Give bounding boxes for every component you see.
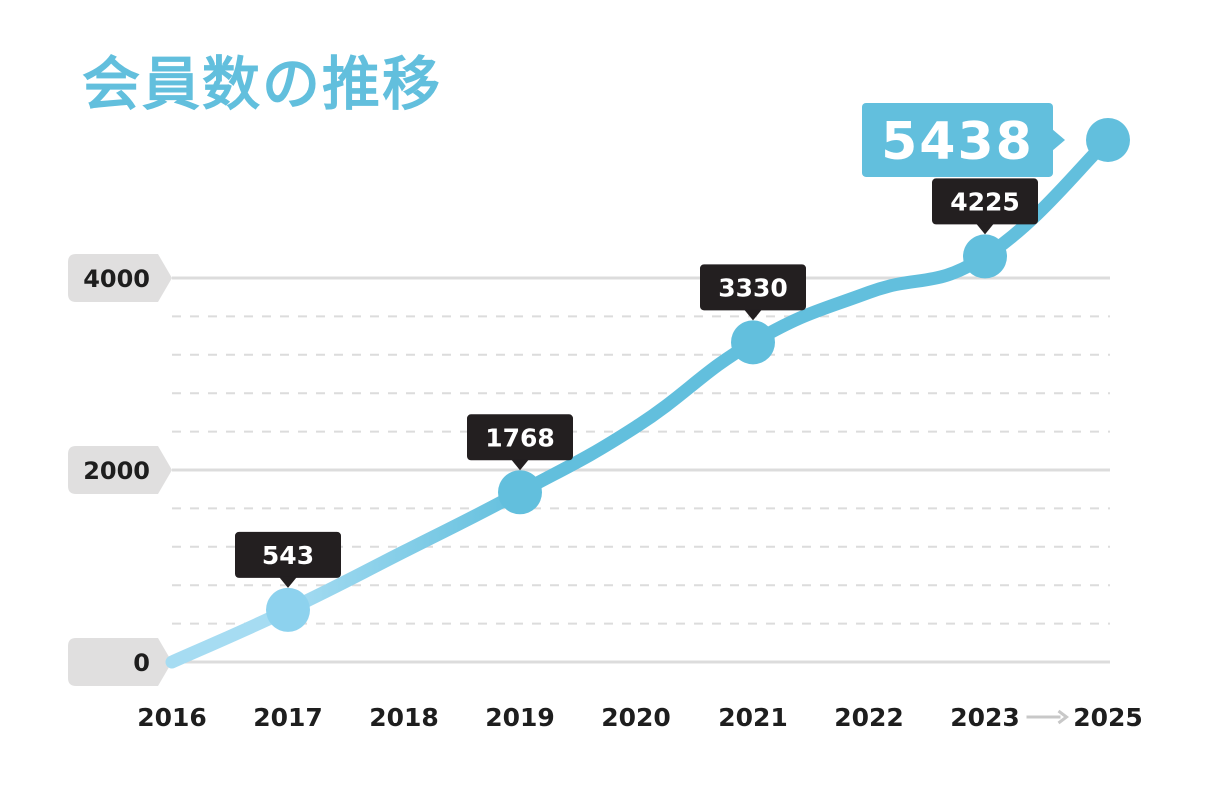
label-box (700, 264, 806, 311)
data-labels: 543 1768 3330 4225 (235, 178, 1038, 588)
data-point-2019 (498, 470, 542, 515)
data-label-2021: 3330 (700, 264, 806, 321)
gridlines (172, 276, 1110, 664)
x-tick-2021: 2021 (718, 703, 788, 732)
x-break-arrow-icon (1057, 709, 1069, 725)
x-tick-2022: 2022 (834, 703, 904, 732)
x-tick-2020: 2020 (601, 703, 671, 732)
y-tick-tag (68, 254, 172, 302)
highlight-box (862, 102, 1053, 177)
data-label-2023: 4225 (932, 178, 1038, 235)
data-label-text: 543 (262, 541, 314, 570)
y-tick-tag (68, 446, 172, 494)
x-tick-2019: 2019 (485, 703, 555, 732)
data-point-2025 (1086, 117, 1130, 162)
highlight-value: 5438 (881, 112, 1034, 172)
x-axis-ticks: 2016 2017 2018 2019 2020 2021 2022 2023 2025 (137, 703, 1143, 732)
highlight-callout: 5438 (862, 102, 1065, 177)
data-label-2019: 1768 (467, 414, 573, 471)
x-tick-2017: 2017 (253, 703, 323, 732)
data-label-text: 3330 (718, 273, 788, 302)
data-points (266, 117, 1130, 632)
y-tick-label: 0 (133, 649, 150, 677)
label-box (467, 414, 573, 461)
label-box (932, 178, 1038, 225)
x-tick-2016: 2016 (137, 703, 207, 732)
data-point-2017 (266, 587, 310, 632)
series-line (165, 133, 1115, 669)
chart-title: 会員数の推移 (82, 50, 442, 118)
data-label-2017: 543 (235, 531, 341, 588)
y-tick-label: 4000 (83, 265, 150, 293)
label-pointer (744, 309, 762, 321)
data-point-2021 (731, 320, 775, 365)
x-tick-2023: 2023 (950, 703, 1020, 732)
y-tick-2000: 2000 (68, 446, 172, 494)
y-tick-4000: 4000 (68, 254, 172, 302)
x-tick-2025: 2025 (1073, 703, 1143, 732)
label-box (235, 531, 341, 578)
y-tick-label: 2000 (83, 457, 150, 485)
highlight-pointer (1052, 128, 1065, 151)
data-label-text: 4225 (950, 187, 1020, 216)
label-pointer (976, 223, 994, 235)
data-point-2023 (963, 234, 1007, 279)
series-path (165, 133, 1115, 669)
label-pointer (279, 576, 297, 588)
data-label-text: 1768 (485, 423, 555, 452)
y-axis-ticks: 0 2000 4000 (68, 254, 172, 686)
x-tick-2018: 2018 (369, 703, 439, 732)
label-pointer (511, 459, 529, 471)
y-tick-tag (68, 638, 172, 686)
y-tick-0: 0 (68, 638, 172, 686)
